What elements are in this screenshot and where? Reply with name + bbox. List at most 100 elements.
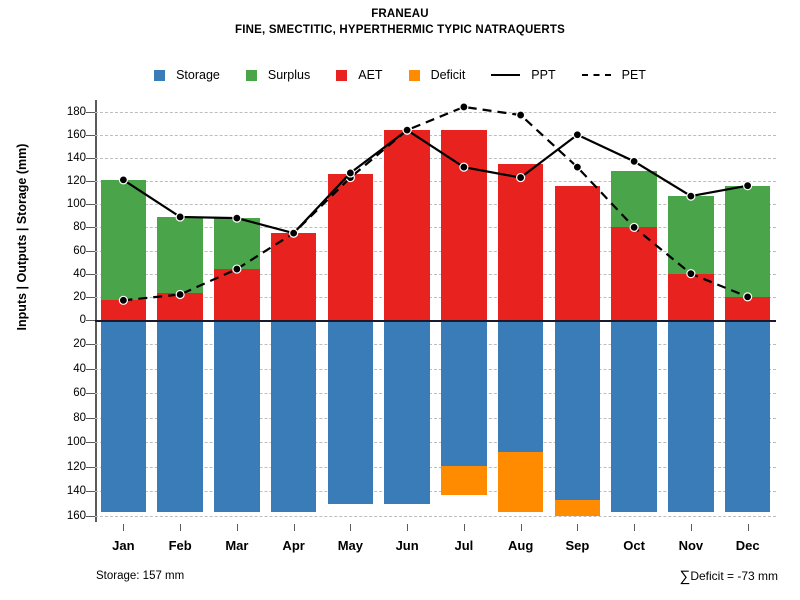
y-axis-labels: 0 20 40 60 80 100 120 140 160 180 20 40 60 80 100 120 14… bbox=[30, 100, 95, 522]
deficit-sum-text: Deficit = -73 mm bbox=[690, 569, 778, 583]
x-tick-label-mar: Mar bbox=[225, 538, 249, 553]
x-tick-label-may: May bbox=[337, 538, 364, 553]
y-tick-label: 20 bbox=[73, 290, 86, 303]
y-tick-label: 80 bbox=[73, 221, 86, 234]
pet-line-point bbox=[118, 295, 128, 305]
bar-lower-feb bbox=[157, 320, 203, 513]
bar-upper-jan bbox=[100, 179, 147, 320]
ppt-line-point bbox=[572, 130, 582, 140]
bar-upper-dec bbox=[724, 185, 771, 320]
y-tick-label: 180 bbox=[66, 105, 86, 118]
bar-segment-aet bbox=[441, 130, 487, 320]
x-tick-label-jul: Jul bbox=[454, 538, 474, 553]
bar-segment-aet bbox=[384, 130, 430, 320]
legend-item-pet[interactable]: PET bbox=[581, 68, 646, 82]
ppt-line-point bbox=[175, 212, 185, 222]
legend-item-label: Deficit bbox=[430, 68, 466, 82]
pet-line-point bbox=[232, 264, 242, 274]
x-tick bbox=[236, 524, 238, 531]
x-tick-label-apr: Apr bbox=[282, 538, 305, 553]
y-tick-label: 100 bbox=[66, 436, 86, 449]
gridline bbox=[95, 181, 776, 183]
chart-legend: Storage Surplus AET Deficit PPT PET bbox=[0, 68, 800, 82]
bar-upper-aug bbox=[497, 163, 544, 320]
legend-item-surplus[interactable]: Surplus bbox=[245, 68, 310, 82]
y-tick bbox=[86, 344, 95, 346]
x-tick bbox=[407, 524, 409, 531]
legend-item-deficit[interactable]: Deficit bbox=[408, 68, 466, 82]
y-tick bbox=[86, 491, 95, 493]
bar-segment-storage bbox=[214, 320, 260, 513]
x-tick-label-nov: Nov bbox=[678, 538, 704, 553]
x-tick bbox=[577, 524, 579, 531]
bar-lower-jul bbox=[441, 320, 487, 496]
y-tick bbox=[86, 111, 95, 113]
ppt-line-point bbox=[686, 191, 696, 201]
gridline bbox=[95, 466, 776, 468]
legend-item-label: PET bbox=[621, 68, 646, 82]
x-tick bbox=[520, 524, 522, 531]
x-tick-label-oct: Oct bbox=[623, 538, 645, 553]
gridline bbox=[95, 417, 776, 419]
pet-line bbox=[123, 105, 749, 302]
ppt-line-point bbox=[402, 125, 412, 135]
x-tick bbox=[634, 524, 636, 531]
ppt-line bbox=[122, 128, 748, 235]
x-tick bbox=[690, 524, 692, 531]
bar-segment-aet bbox=[214, 269, 260, 320]
x-tick bbox=[747, 524, 749, 531]
y-tick bbox=[86, 515, 95, 517]
bar-upper-apr bbox=[270, 233, 317, 320]
y-tick bbox=[86, 320, 95, 321]
y-tick-label: 60 bbox=[73, 387, 86, 400]
x-tick-label-sep: Sep bbox=[565, 538, 590, 553]
bar-segment-aet bbox=[497, 163, 544, 320]
bar-segment-aet bbox=[668, 273, 714, 320]
y-tick-label: 160 bbox=[66, 509, 86, 522]
y-tick-label: 40 bbox=[73, 362, 86, 375]
bar-segment-storage bbox=[157, 320, 203, 513]
legend-item-aet[interactable]: AET bbox=[336, 68, 383, 82]
x-tick-label-feb: Feb bbox=[168, 538, 192, 553]
sigma-icon: ∑ bbox=[679, 568, 691, 585]
legend-item-ppt[interactable]: PPT bbox=[491, 68, 556, 82]
ppt-line-point bbox=[629, 156, 639, 166]
bar-lower-jan bbox=[100, 320, 147, 513]
y-tick-label: 140 bbox=[66, 151, 86, 164]
gridline bbox=[95, 134, 776, 136]
x-tick-label-aug: Aug bbox=[507, 538, 534, 553]
gridline bbox=[95, 368, 776, 370]
bar-segment-deficit bbox=[441, 465, 487, 496]
bar-lower-oct bbox=[611, 320, 657, 513]
bar-segment-storage bbox=[497, 320, 544, 453]
bar-segment-aet bbox=[327, 174, 374, 320]
bar-segment-storage bbox=[668, 320, 714, 513]
legend-swatch-icon bbox=[408, 69, 420, 81]
bar-segment-storage bbox=[441, 320, 487, 466]
x-tick-label-dec: Dec bbox=[735, 538, 760, 553]
bar-upper-jun bbox=[384, 130, 430, 320]
y-tick-label: 120 bbox=[66, 175, 86, 188]
chart-title-block: FRANEAU FINE, SMECTITIC, HYPERTHERMIC TY… bbox=[0, 6, 800, 38]
legend-swatch-icon bbox=[154, 69, 166, 81]
bar-upper-nov bbox=[668, 196, 714, 320]
legend-swatch-icon bbox=[336, 69, 348, 81]
pet-line-point bbox=[743, 292, 753, 302]
pet-line-point bbox=[686, 269, 696, 279]
x-tick-label-jan: Jan bbox=[112, 538, 135, 553]
bar-lower-dec bbox=[724, 320, 771, 513]
y-tick-label: 120 bbox=[66, 460, 86, 473]
ppt-line-point bbox=[232, 213, 242, 223]
bar-segment-surplus bbox=[157, 216, 203, 294]
y-tick bbox=[86, 204, 95, 206]
bar-segment-storage bbox=[270, 320, 317, 513]
pet-line-point bbox=[516, 110, 526, 120]
ppt-line-point bbox=[743, 181, 753, 191]
bar-segment-surplus bbox=[724, 185, 771, 297]
y-axis-title: Inputs | Outputs | Storage (mm) bbox=[15, 143, 29, 331]
bar-lower-apr bbox=[270, 320, 317, 513]
bar-upper-sep bbox=[554, 185, 601, 320]
legend-item-storage[interactable]: Storage bbox=[154, 68, 220, 82]
gridline bbox=[95, 296, 776, 298]
bar-upper-may bbox=[327, 174, 374, 320]
